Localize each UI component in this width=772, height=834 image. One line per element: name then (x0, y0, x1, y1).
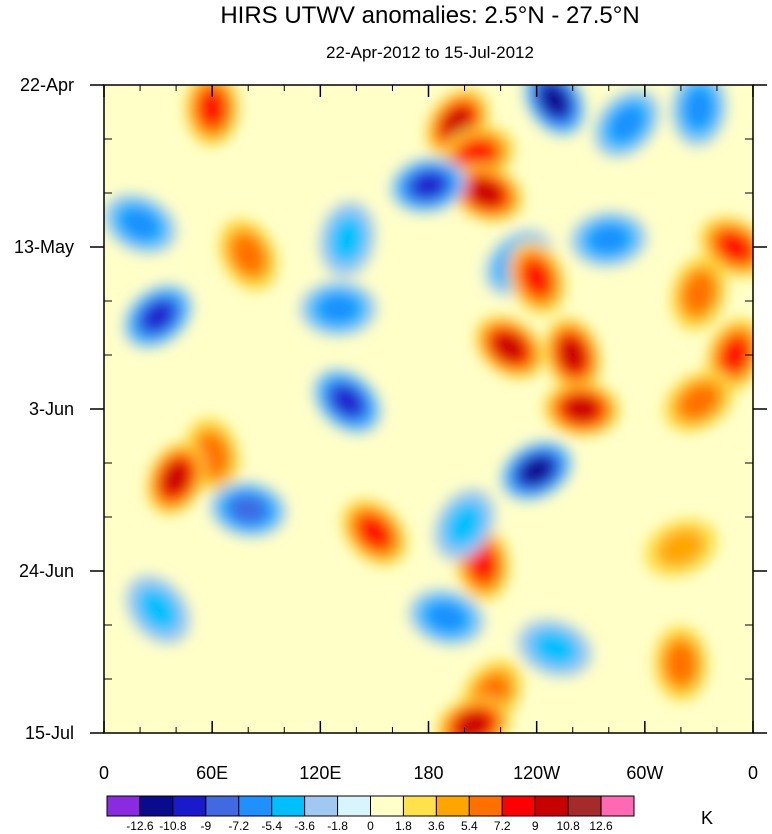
anomaly-blob (459, 140, 496, 169)
colorbar-unit: K (701, 808, 713, 828)
anomaly-blob (137, 587, 180, 633)
anomaly-blob (198, 89, 226, 127)
colorbar-label: -5.4 (261, 819, 282, 833)
chart-subtitle: 22-Apr-2012 to 15-Jul-2012 (326, 43, 534, 62)
colorbar-swatch (501, 795, 536, 817)
anomaly-blob (411, 172, 446, 199)
anomaly-blob (329, 214, 366, 265)
colorbar-label: 9 (532, 819, 539, 833)
anomaly-blob (720, 337, 750, 373)
plot-area (104, 85, 753, 733)
anomaly-blob (162, 461, 190, 495)
anomaly-blob (229, 495, 267, 523)
anomaly-blob (493, 332, 526, 362)
y-tick-label: 15-Jul (25, 723, 74, 743)
colorbar-label: 10.8 (556, 819, 580, 833)
anomaly-blob (679, 384, 719, 419)
anomaly-blob (231, 235, 265, 275)
anomaly-blob (717, 232, 753, 262)
anomaly-blob (656, 528, 705, 568)
y-tick-label: 13-May (14, 237, 74, 257)
anomaly-blob (358, 516, 391, 549)
anomaly-blob (522, 259, 551, 296)
anomaly-blob (564, 396, 599, 422)
y-axis: 22-Apr 13-May 3-Jun 24-Jun 15-Jul (14, 75, 767, 743)
anomaly-blob (444, 501, 485, 549)
colorbar: -12.6 -10.8 -9 -7.2 -5.4 -3.6 -1.8 0 1.8 3.6 5.4 7.… (106, 795, 635, 833)
y-tick-label: 22-Apr (20, 75, 74, 95)
colorbar-label: 5.4 (461, 819, 478, 833)
anomaly-blob (588, 224, 630, 255)
colorbar-label: -9 (200, 819, 211, 833)
colorbar-swatch (435, 795, 470, 817)
colorbar-swatch (567, 795, 602, 817)
colorbar-label: -3.6 (294, 819, 315, 833)
colorbar-swatch (402, 795, 437, 817)
colorbar-swatch (304, 795, 339, 817)
anomaly-field (104, 85, 753, 733)
colorbar-label: -10.8 (159, 819, 187, 833)
anomaly-blob (142, 301, 174, 331)
colorbar-swatch (600, 795, 635, 817)
colorbar-swatch (172, 795, 207, 817)
anomaly-blob (683, 87, 714, 129)
colorbar-label: 1.8 (395, 819, 412, 833)
colorbar-label: -7.2 (228, 819, 249, 833)
x-tick-label: 60E (196, 763, 228, 783)
colorbar-swatch (139, 795, 174, 817)
anomaly-blob (609, 105, 645, 142)
anomaly-blob (331, 386, 363, 417)
colorbar-swatch (370, 795, 404, 817)
x-axis: 0 60E 120E 180 120W 60W 0 (99, 85, 758, 783)
anomaly-blob (665, 642, 696, 685)
x-tick-label: 0 (99, 763, 109, 783)
colorbar-label: 3.6 (428, 819, 445, 833)
colorbar-swatch (205, 795, 240, 817)
anomaly-blob (559, 338, 586, 372)
colorbar-swatch (468, 795, 503, 817)
colorbar-swatch (238, 795, 273, 817)
anomaly-blob (456, 712, 491, 733)
x-tick-label: 180 (413, 763, 443, 783)
x-tick-label: 0 (748, 763, 758, 783)
anomaly-blob (426, 601, 467, 633)
anomaly-blob (468, 544, 497, 582)
colorbar-label: -12.6 (126, 819, 154, 833)
colorbar-swatch (106, 795, 141, 817)
anomaly-blob (469, 179, 503, 207)
anomaly-blob (120, 207, 160, 241)
y-tick-label: 3-Jun (29, 399, 74, 419)
colorbar-swatch (337, 795, 371, 817)
anomaly-blob (317, 293, 360, 324)
chart-title: HIRS UTWV anomalies: 2.5°N - 27.5°N (220, 2, 639, 29)
anomaly-blob (683, 272, 715, 314)
colorbar-swatch (271, 795, 306, 817)
colorbar-label: -1.8 (327, 819, 348, 833)
anomaly-blob (541, 85, 569, 116)
x-tick-label: 120W (513, 763, 560, 783)
colorbar-swatch (534, 795, 569, 817)
anomaly-blob (521, 457, 553, 484)
x-tick-label: 60W (626, 763, 663, 783)
colorbar-label: 12.6 (589, 819, 613, 833)
x-tick-label: 120E (299, 763, 341, 783)
y-tick-label: 24-Jun (19, 561, 74, 581)
colorbar-label: 0 (367, 819, 374, 833)
anomaly-blob (530, 629, 580, 668)
colorbar-label: 7.2 (494, 819, 511, 833)
